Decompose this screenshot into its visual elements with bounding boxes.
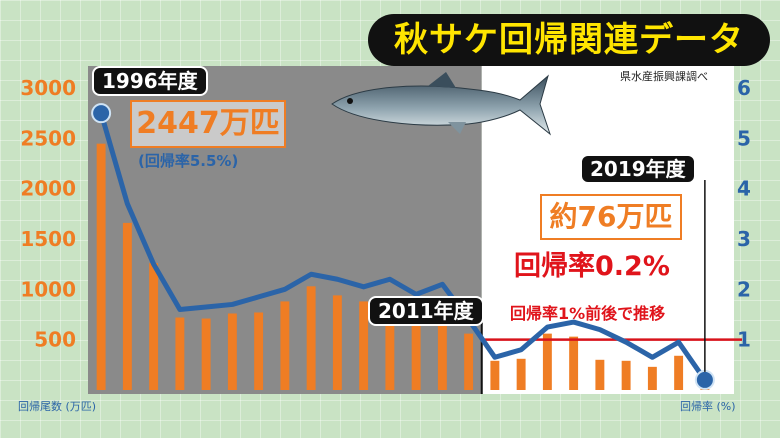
left-tick-3000: 3000 [20,76,76,100]
chart-title: 秋サケ回帰関連データ [368,14,770,66]
bar-2001 [227,313,237,390]
bar-2011 [490,360,500,390]
label-2011: 2011年度 [368,296,484,326]
left-tick-1000: 1000 [20,277,76,301]
rate-2019-note: 回帰率0.2% [514,251,670,282]
left-tick-2000: 2000 [20,177,76,201]
bar-2003 [280,301,290,390]
bar-2002 [254,312,264,390]
bar-1996 [96,143,106,390]
bar-2013 [542,333,552,390]
salmon-illustration [331,72,552,136]
catch-1996-box: 2447万匹 [130,100,286,148]
right-tick-1: 1 [737,328,751,352]
bar-1997 [122,222,132,390]
bar-2014 [569,336,579,390]
bar-2006 [359,301,369,390]
left-axis-label: 回帰尾数 (万匹) [18,400,97,413]
catch-2019-box: 約76万匹 [540,194,682,240]
bar-2000 [201,318,211,390]
bar-2007 [385,311,395,390]
rate-point-2019 [694,369,715,390]
right-axis-ticks: 1 2 3 4 5 6 [737,76,751,352]
source-note: 県水産振興課調べ [620,70,708,83]
left-tick-1500: 1500 [20,227,76,251]
bar-1998 [149,263,159,390]
bar-series [96,143,710,390]
left-tick-500: 500 [34,328,76,352]
right-tick-5: 5 [737,126,751,150]
bar-2018 [674,355,684,390]
rate-line [98,112,707,382]
bar-2008 [411,315,421,390]
rate-point-1996 [91,103,112,124]
right-tick-2: 2 [737,277,751,301]
bar-2016 [621,360,631,390]
label-1996: 1996年度 [92,66,208,96]
right-tick-3: 3 [737,227,751,251]
label-2019: 2019年度 [580,154,696,184]
left-tick-2500: 2500 [20,126,76,150]
bar-2012 [516,358,526,390]
bar-2010 [464,333,474,390]
right-tick-4: 4 [737,177,751,201]
trend-note: 回帰率1%前後で推移 [510,304,666,323]
rate-line-series [91,103,715,390]
left-axis-ticks: 500 1000 1500 2000 2500 3000 [20,76,76,352]
bar-1999 [175,317,185,390]
rate-1996-note: (回帰率5.5%) [138,152,239,170]
bar-2017 [647,366,657,390]
right-axis-label: 回帰率 (%) [680,400,736,413]
bar-2009 [437,309,447,390]
bar-2015 [595,359,605,390]
bar-2004 [306,286,316,390]
bar-2005 [332,295,342,390]
right-tick-6: 6 [737,76,751,100]
